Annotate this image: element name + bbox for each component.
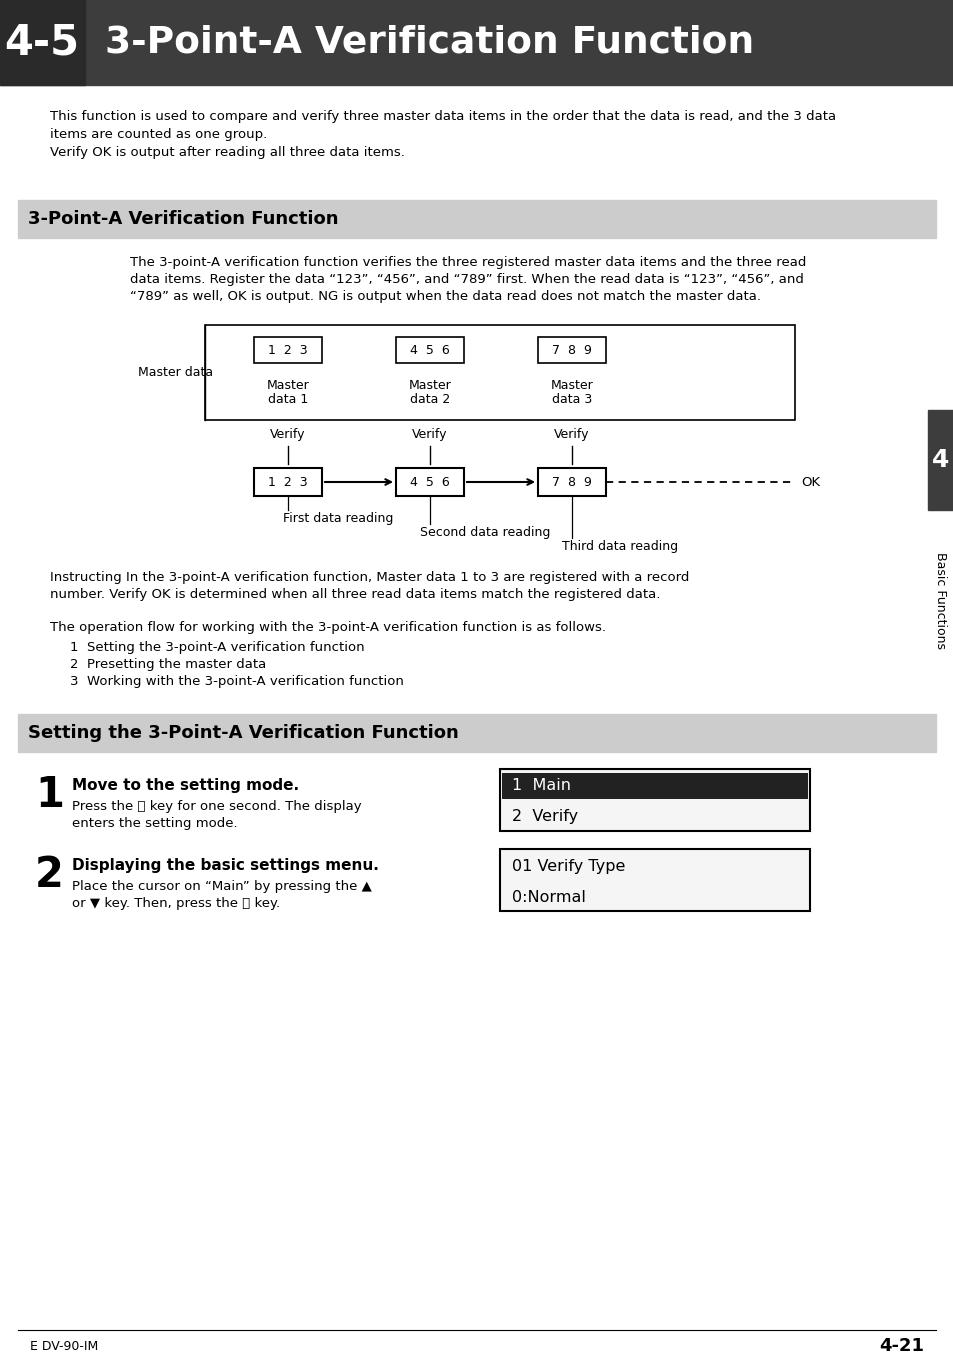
Bar bbox=[501, 773, 807, 799]
Text: 0:Normal: 0:Normal bbox=[512, 890, 585, 904]
Text: Setting the 3-Point-A Verification Function: Setting the 3-Point-A Verification Funct… bbox=[28, 725, 458, 742]
Bar bbox=[499, 849, 809, 911]
Bar bbox=[395, 468, 463, 496]
Text: 4-21: 4-21 bbox=[878, 1337, 923, 1352]
Text: Basic Functions: Basic Functions bbox=[934, 552, 946, 649]
Text: The operation flow for working with the 3-point-A verification function is as fo: The operation flow for working with the … bbox=[50, 621, 605, 634]
Text: 2: 2 bbox=[35, 854, 64, 896]
Text: 1  2  3: 1 2 3 bbox=[268, 343, 308, 357]
Text: Displaying the basic settings menu.: Displaying the basic settings menu. bbox=[71, 859, 378, 873]
Text: enters the setting mode.: enters the setting mode. bbox=[71, 817, 237, 830]
Text: 4: 4 bbox=[931, 448, 948, 472]
Bar bbox=[0, 0, 953, 85]
Text: Verify OK is output after reading all three data items.: Verify OK is output after reading all th… bbox=[50, 146, 404, 160]
Text: items are counted as one group.: items are counted as one group. bbox=[50, 128, 267, 141]
Text: Press the Ⓢ key for one second. The display: Press the Ⓢ key for one second. The disp… bbox=[71, 800, 361, 813]
Text: Master: Master bbox=[408, 379, 451, 392]
Text: Master: Master bbox=[266, 379, 309, 392]
Bar bbox=[18, 714, 935, 752]
Text: Third data reading: Third data reading bbox=[561, 539, 678, 553]
Text: The 3-point-A verification function verifies the three registered master data it: The 3-point-A verification function veri… bbox=[130, 256, 805, 269]
Text: number. Verify OK is determined when all three read data items match the registe: number. Verify OK is determined when all… bbox=[50, 588, 659, 602]
Text: 4  5  6: 4 5 6 bbox=[410, 343, 450, 357]
Text: First data reading: First data reading bbox=[283, 512, 393, 525]
Text: Instructing In the 3-point-A verification function, Master data 1 to 3 are regis: Instructing In the 3-point-A verificatio… bbox=[50, 571, 689, 584]
Text: Master data: Master data bbox=[138, 366, 213, 379]
Text: 2  Presetting the master data: 2 Presetting the master data bbox=[70, 658, 266, 671]
Text: 4  5  6: 4 5 6 bbox=[410, 476, 450, 488]
Text: Place the cursor on “Main” by pressing the ▲: Place the cursor on “Main” by pressing t… bbox=[71, 880, 372, 894]
Bar bbox=[0, 0, 85, 85]
Text: 4-5: 4-5 bbox=[5, 22, 79, 64]
Text: 1  2  3: 1 2 3 bbox=[268, 476, 308, 488]
Text: data 3: data 3 bbox=[551, 393, 592, 406]
Text: Verify: Verify bbox=[412, 429, 447, 441]
Text: Master: Master bbox=[550, 379, 593, 392]
Bar bbox=[205, 324, 794, 420]
Bar bbox=[395, 337, 463, 362]
Bar bbox=[253, 337, 322, 362]
Text: 7  8  9: 7 8 9 bbox=[552, 343, 591, 357]
Text: Verify: Verify bbox=[554, 429, 589, 441]
Text: data 2: data 2 bbox=[410, 393, 450, 406]
Bar bbox=[18, 200, 935, 238]
Text: Second data reading: Second data reading bbox=[419, 526, 550, 539]
Text: “789” as well, OK is output. NG is output when the data read does not match the : “789” as well, OK is output. NG is outpu… bbox=[130, 289, 760, 303]
Text: or ▼ key. Then, press the Ⓢ key.: or ▼ key. Then, press the Ⓢ key. bbox=[71, 896, 280, 910]
Text: E DV-90-IM: E DV-90-IM bbox=[30, 1340, 98, 1352]
Text: 3-Point-A Verification Function: 3-Point-A Verification Function bbox=[28, 210, 338, 228]
Text: 1: 1 bbox=[35, 773, 64, 817]
Bar bbox=[537, 468, 605, 496]
Text: Move to the setting mode.: Move to the setting mode. bbox=[71, 777, 299, 794]
Text: 01 Verify Type: 01 Verify Type bbox=[512, 859, 625, 873]
Text: Verify: Verify bbox=[270, 429, 305, 441]
Text: data 1: data 1 bbox=[268, 393, 308, 406]
Text: 3-Point-A Verification Function: 3-Point-A Verification Function bbox=[105, 24, 753, 61]
Bar bbox=[253, 468, 322, 496]
Bar bbox=[927, 410, 953, 510]
Text: data items. Register the data “123”, “456”, and “789” first. When the read data : data items. Register the data “123”, “45… bbox=[130, 273, 803, 287]
Text: 7  8  9: 7 8 9 bbox=[552, 476, 591, 488]
Text: 3  Working with the 3-point-A verification function: 3 Working with the 3-point-A verificatio… bbox=[70, 675, 403, 688]
Text: 1  Setting the 3-point-A verification function: 1 Setting the 3-point-A verification fun… bbox=[70, 641, 364, 654]
Bar bbox=[499, 769, 809, 831]
Text: This function is used to compare and verify three master data items in the order: This function is used to compare and ver… bbox=[50, 110, 835, 123]
Text: 2  Verify: 2 Verify bbox=[512, 810, 578, 825]
Text: 1  Main: 1 Main bbox=[512, 779, 571, 794]
Bar bbox=[537, 337, 605, 362]
Text: OK: OK bbox=[801, 476, 820, 488]
